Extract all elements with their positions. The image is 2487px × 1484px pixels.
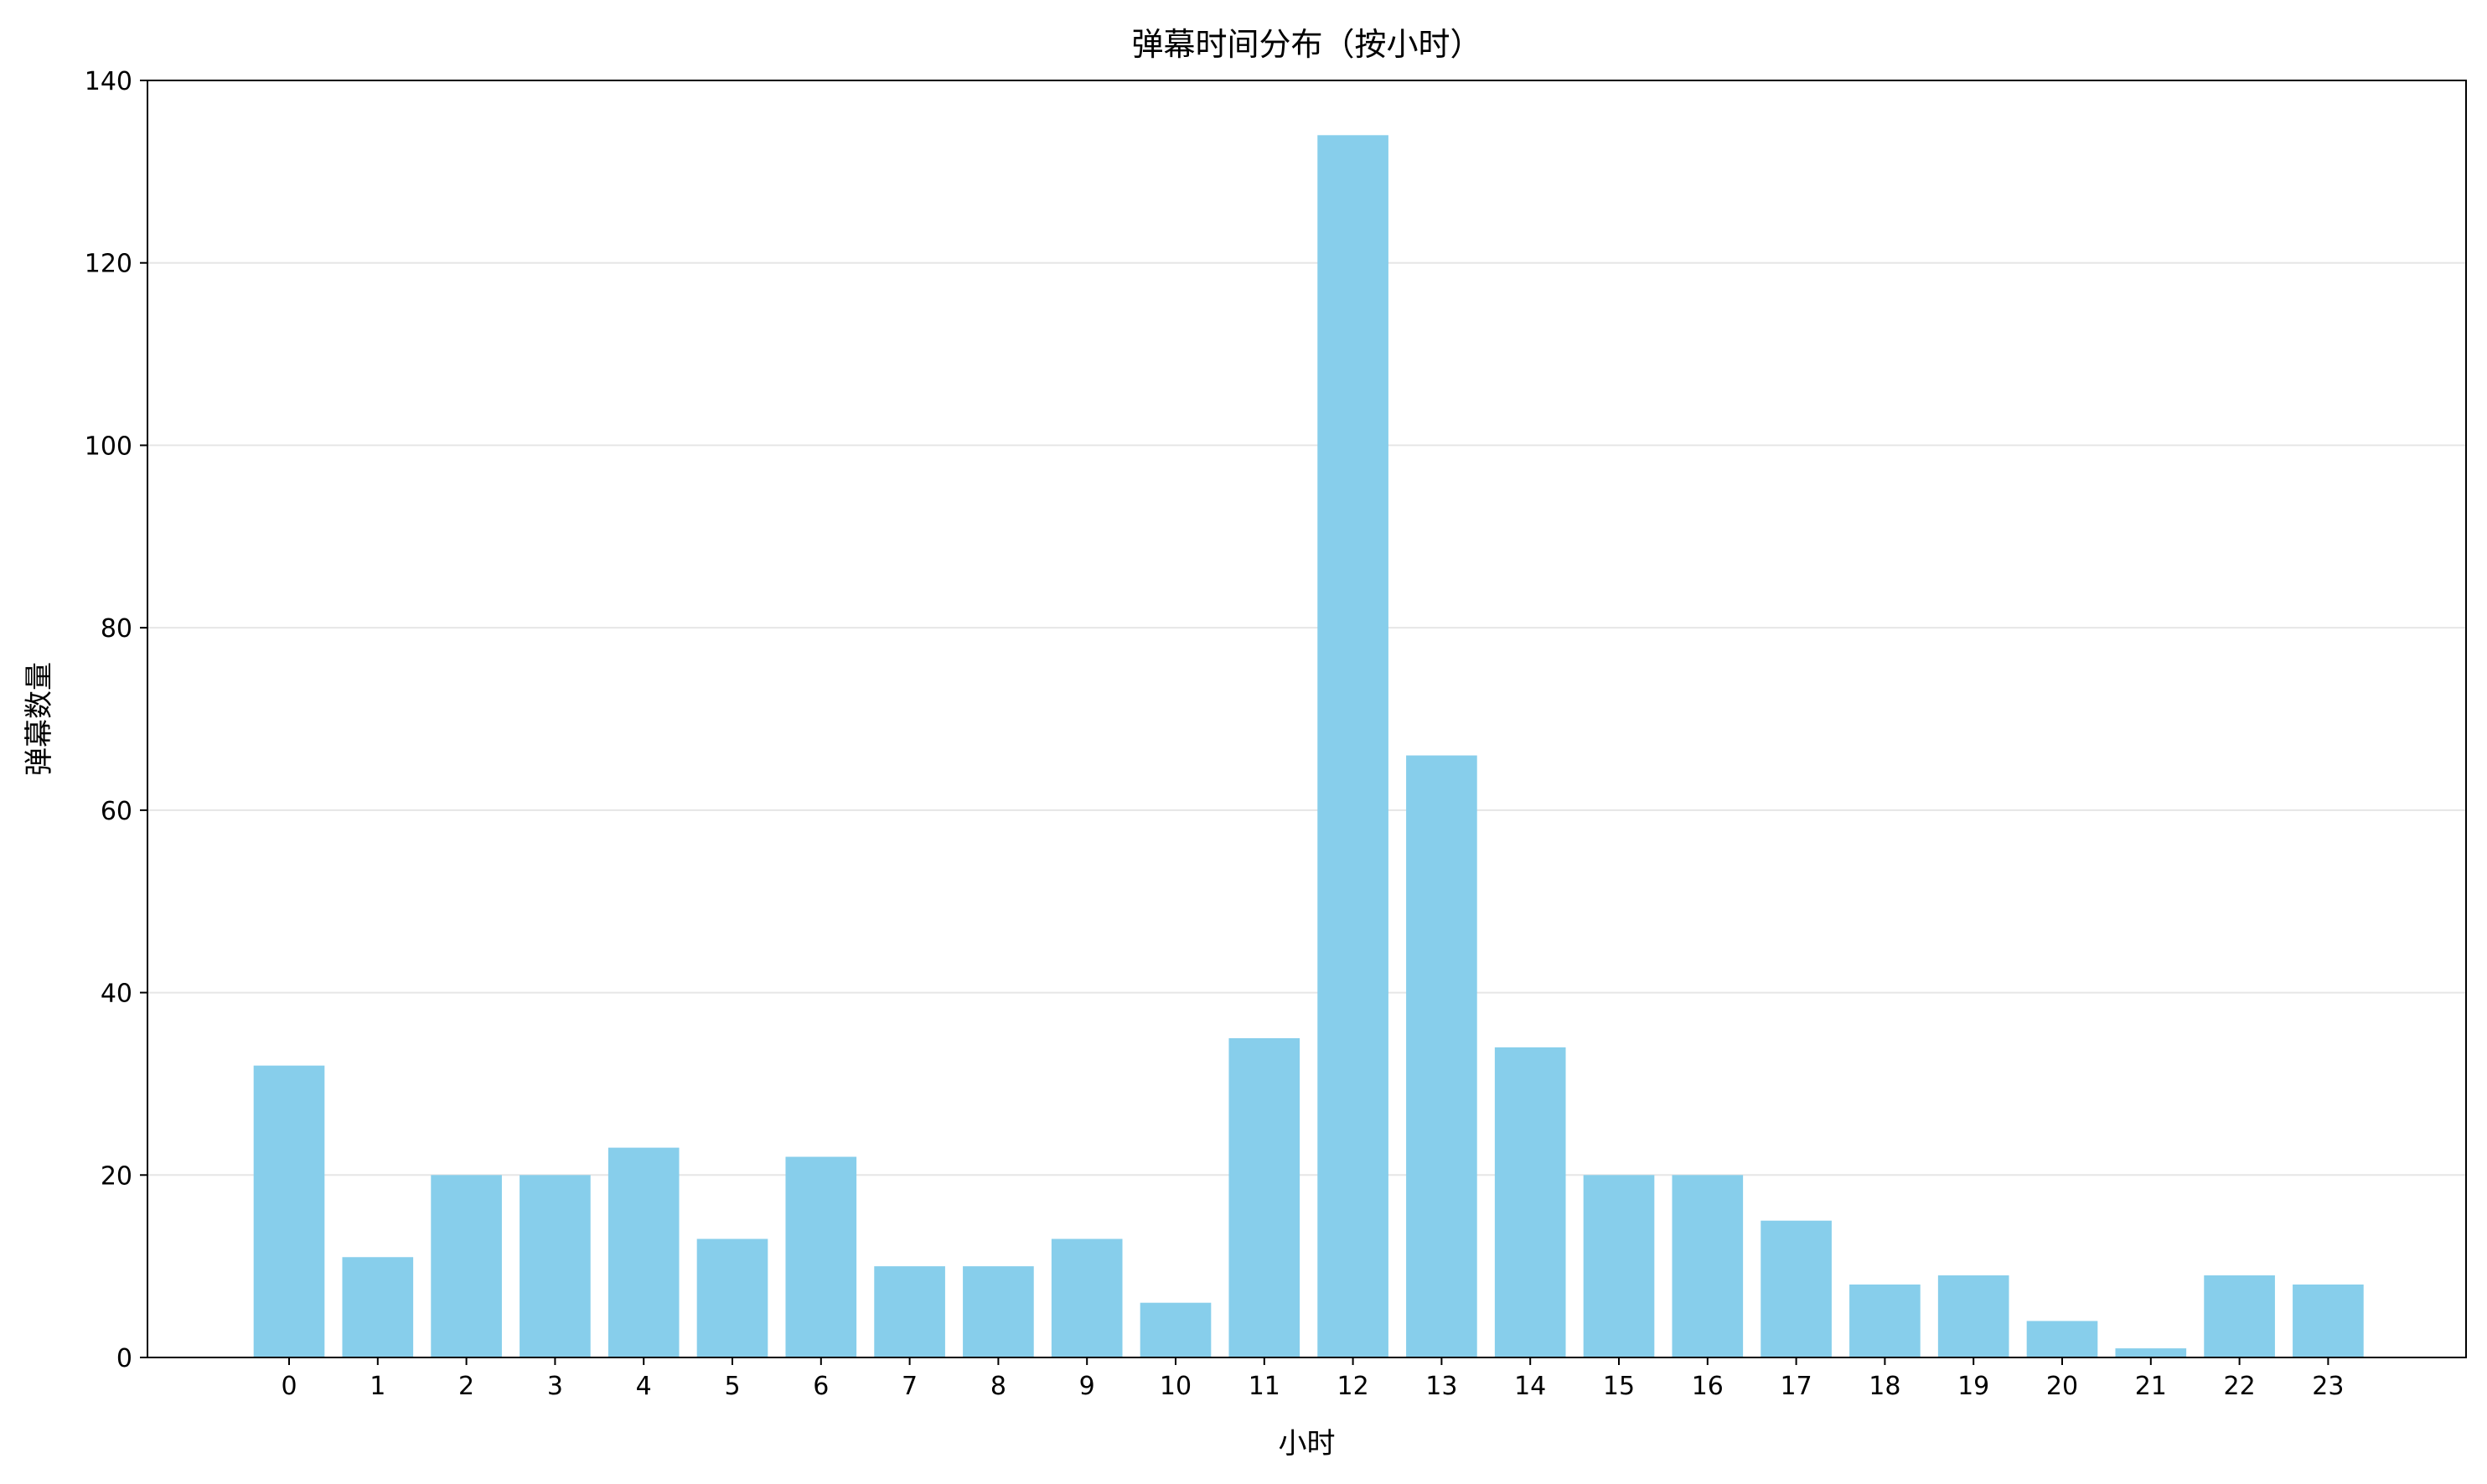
bar-hour-10 <box>1140 1302 1212 1357</box>
y-tick-label: 80 <box>101 614 132 644</box>
bar-hour-11 <box>1228 1038 1300 1357</box>
x-tick-label: 11 <box>1249 1372 1280 1401</box>
bar-hour-14 <box>1494 1047 1566 1357</box>
x-axis-label: 小时 <box>1279 1427 1336 1461</box>
bar-hour-3 <box>520 1175 591 1357</box>
y-axis-label: 弹幕数量 <box>23 662 56 776</box>
y-tick-label: 140 <box>85 67 132 96</box>
bar-hour-7 <box>874 1266 945 1357</box>
bar-hour-1 <box>342 1257 414 1357</box>
plot-frame <box>147 80 2467 1358</box>
bar-hour-12 <box>1317 135 1388 1357</box>
bar-hour-18 <box>1849 1284 1921 1357</box>
bar-hour-15 <box>1583 1175 1655 1357</box>
x-tick-label: 23 <box>2312 1372 2344 1401</box>
x-tick-label: 2 <box>458 1372 474 1401</box>
y-tick-label: 120 <box>85 250 132 279</box>
x-tick-label: 14 <box>1514 1372 1546 1401</box>
chart-title: 弹幕时间分布（按小时） <box>1131 26 1481 63</box>
x-tick-label: 21 <box>2135 1372 2167 1401</box>
x-tick-label: 8 <box>990 1372 1006 1401</box>
x-tick-label: 4 <box>636 1372 652 1401</box>
y-tick-label: 0 <box>116 1344 132 1373</box>
y-tick-label: 100 <box>85 432 132 461</box>
bar-hour-20 <box>2026 1321 2098 1357</box>
x-tick-label: 12 <box>1337 1372 1369 1401</box>
y-tick-label: 20 <box>101 1161 132 1191</box>
x-tick-label: 19 <box>1957 1372 1989 1401</box>
x-tick-label: 16 <box>1692 1372 1724 1401</box>
x-tick-label: 17 <box>1781 1372 1812 1401</box>
x-tick-label: 7 <box>902 1372 918 1401</box>
bar-hour-8 <box>963 1266 1034 1357</box>
x-tick-label: 13 <box>1425 1372 1457 1401</box>
bar-hour-5 <box>696 1238 768 1357</box>
bar-hour-22 <box>2204 1275 2275 1357</box>
bar-hour-19 <box>1937 1275 2009 1357</box>
bar-hour-21 <box>2115 1348 2187 1357</box>
bar-hour-9 <box>1051 1238 1123 1357</box>
bar-hour-0 <box>253 1065 325 1357</box>
grid-layer <box>147 261 2466 1176</box>
x-tick-label: 3 <box>547 1372 563 1401</box>
x-tick-label: 9 <box>1079 1372 1095 1401</box>
bar-hour-13 <box>1406 755 1477 1357</box>
bar-layer <box>253 135 2364 1357</box>
y-tick-label: 60 <box>101 797 132 826</box>
bar-hour-2 <box>431 1175 502 1357</box>
x-tick-label: 22 <box>2224 1372 2256 1401</box>
x-tick-label: 6 <box>813 1372 829 1401</box>
x-tick-label: 20 <box>2046 1372 2078 1401</box>
x-tick-label: 15 <box>1603 1372 1635 1401</box>
x-tick-label: 10 <box>1160 1372 1192 1401</box>
bar-hour-16 <box>1672 1175 1744 1357</box>
x-tick-label: 0 <box>281 1372 297 1401</box>
x-tick-label: 1 <box>370 1372 385 1401</box>
bar-hour-17 <box>1761 1220 1832 1357</box>
x-tick-label: 18 <box>1869 1372 1900 1401</box>
y-tick-label: 40 <box>101 980 132 1009</box>
x-tick-label: 5 <box>724 1372 740 1401</box>
bar-hour-6 <box>785 1156 857 1357</box>
bar-hour-4 <box>608 1147 680 1357</box>
bar-hour-23 <box>2293 1284 2364 1357</box>
